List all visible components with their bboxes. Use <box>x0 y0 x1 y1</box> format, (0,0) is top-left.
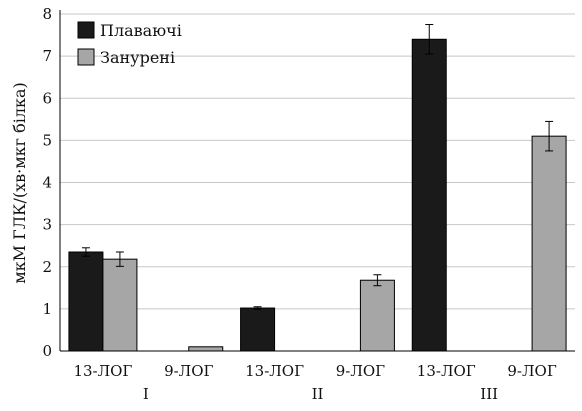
y-tick-label: 0 <box>42 342 52 360</box>
legend-label: Занурені <box>100 48 175 67</box>
bar <box>531 135 567 352</box>
x-tick-label: 13-ЛОГ <box>73 362 132 380</box>
bar <box>68 251 104 352</box>
y-axis-title: мкМ ГЛК/(хв·мкг білка) <box>10 82 29 284</box>
x-tick-label: 9-ЛОГ <box>164 362 213 380</box>
group-label: I <box>143 385 149 403</box>
y-tick-label: 6 <box>42 89 52 107</box>
gridlines <box>60 13 575 310</box>
legend-swatch <box>77 48 95 66</box>
tick-labels: 0 1 2 3 4 5 6 7 8 13-ЛОГ 9-ЛОГ 13-ЛОГ 9-ЛОГ 13-ЛОГ 9-Л… <box>42 5 556 403</box>
y-tick-label: 7 <box>42 47 52 65</box>
y-tick-label: 5 <box>42 131 52 149</box>
y-tick-label: 2 <box>42 258 52 276</box>
bar <box>411 38 447 352</box>
bars <box>68 38 567 352</box>
legend: Плаваючі Занурені <box>77 21 182 67</box>
y-tick-label: 8 <box>42 5 52 23</box>
x-tick-label: 9-ЛОГ <box>336 362 385 380</box>
axes <box>59 10 575 352</box>
legend-label: Плаваючі <box>100 21 182 40</box>
group-label: II <box>312 385 324 403</box>
bar <box>359 279 395 352</box>
y-tick-label: 3 <box>42 216 52 234</box>
bar <box>240 307 276 352</box>
legend-swatch <box>77 21 95 39</box>
bar <box>188 346 224 352</box>
error-bars <box>81 24 554 310</box>
x-tick-label: 13-ЛОГ <box>417 362 476 380</box>
x-tick-label: 13-ЛОГ <box>245 362 304 380</box>
bar <box>102 258 138 352</box>
x-tick-label: 9-ЛОГ <box>507 362 556 380</box>
y-tick-label: 1 <box>42 300 52 318</box>
y-tick-label: 4 <box>42 174 52 192</box>
group-label: III <box>480 385 498 403</box>
